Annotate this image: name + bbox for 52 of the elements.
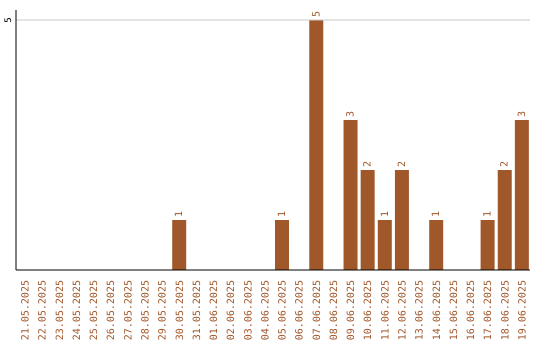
data-label: 1 — [277, 210, 288, 217]
bar — [394, 170, 409, 270]
bar — [344, 120, 358, 270]
x-tick-label: 04.06.2025 — [260, 280, 272, 340]
x-tick-label: 31.05.2025 — [192, 280, 203, 340]
data-label: 2 — [362, 160, 374, 167]
data-label: 1 — [380, 210, 391, 217]
data-label: 1 — [482, 210, 494, 217]
x-tick-label: 14.06.2025 — [432, 280, 443, 340]
bar — [378, 220, 392, 270]
x-tick-label: 11.06.2025 — [380, 280, 392, 340]
bar — [429, 220, 444, 270]
x-tick-label: 03.06.2025 — [243, 280, 254, 340]
x-tick-label: 30.05.2025 — [174, 280, 186, 340]
bar — [275, 220, 289, 270]
x-tick-label: 12.06.2025 — [398, 280, 408, 340]
x-tick-label: 21.05.2025 — [20, 280, 32, 340]
x-tick-label: 09.06.2025 — [346, 280, 358, 340]
data-label: 3 — [346, 110, 357, 117]
x-tick-label: 10.06.2025 — [363, 280, 374, 340]
x-tick-label: 05.06.2025 — [278, 280, 289, 340]
x-tick-label: 25.05.2025 — [89, 280, 100, 340]
x-tick-label: 06.06.2025 — [294, 280, 306, 340]
x-tick-label: 07.06.2025 — [312, 280, 323, 340]
bar — [498, 170, 512, 270]
x-tick-label: 17.06.2025 — [483, 280, 494, 340]
x-tick-label: 23.05.2025 — [54, 280, 66, 340]
x-tick-label: 28.05.2025 — [140, 280, 152, 340]
bar — [309, 20, 324, 270]
bar — [480, 220, 495, 270]
bar — [360, 170, 375, 270]
data-label: 2 — [396, 160, 408, 167]
x-tick-label: 16.06.2025 — [466, 280, 478, 340]
x-tick-label: 22.05.2025 — [38, 280, 49, 340]
x-tick-label: 13.06.2025 — [414, 280, 426, 340]
x-tick-label: 02.06.2025 — [226, 280, 238, 340]
x-tick-label: 18.06.2025 — [500, 280, 512, 340]
x-tick-label: 08.06.2025 — [328, 280, 340, 340]
x-tick-label: 27.05.2025 — [123, 280, 134, 340]
data-label: 5 — [311, 10, 322, 17]
x-tick-label: 26.05.2025 — [106, 280, 118, 340]
x-tick-label: 24.05.2025 — [72, 280, 83, 340]
data-label: 1 — [431, 210, 442, 217]
x-tick-label: 19.06.2025 — [517, 280, 528, 340]
data-label: 3 — [516, 110, 528, 117]
x-tick-label: 29.05.2025 — [158, 280, 169, 340]
x-tick-label: 01.06.2025 — [209, 280, 220, 340]
data-label: 2 — [500, 160, 511, 167]
bar — [514, 120, 529, 270]
data-label: 1 — [174, 210, 186, 217]
x-tick-label: 15.06.2025 — [448, 280, 460, 340]
bar — [172, 220, 186, 270]
